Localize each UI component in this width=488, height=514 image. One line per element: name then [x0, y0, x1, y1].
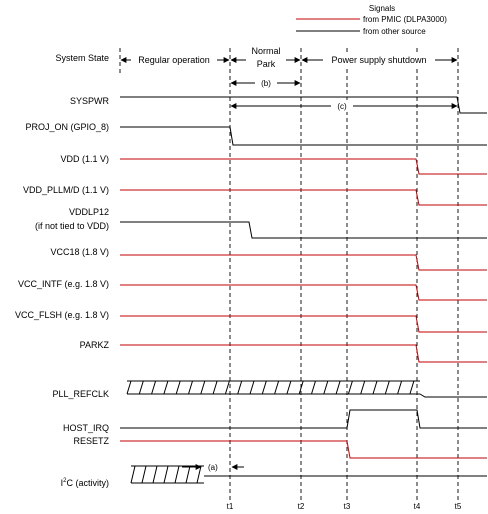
syspwr-label: SYSPWR: [70, 96, 110, 106]
interval-b: (b): [230, 77, 301, 89]
interval-b-label: (b): [261, 79, 271, 88]
vdd-signal: VDD (1.1 V): [60, 154, 487, 175]
t5-label: t5: [455, 502, 462, 511]
interval-c-label: (c): [337, 102, 347, 111]
vdd-label: VDD (1.1 V): [60, 154, 109, 164]
vcc18-label: VCC18 (1.8 V): [50, 247, 109, 257]
resetz-label: RESETZ: [73, 436, 109, 446]
proj-on-label: PROJ_ON (GPIO_8): [25, 122, 109, 132]
normal-label: Normal: [251, 46, 280, 56]
parkz-label: PARKZ: [80, 340, 110, 350]
vddlp12-signal: VDDLP12 (if not tied to VDD): [35, 207, 487, 239]
legend-other-label: from other source: [363, 27, 426, 36]
vcc-flsh-signal: VCC_FLSH (e.g. 1.8 V): [15, 310, 487, 333]
host-irq-signal: HOST_IRQ: [63, 409, 487, 433]
legend-title: Signals: [369, 4, 395, 13]
vcc-intf-label: VCC_INTF (e.g. 1.8 V): [18, 279, 109, 289]
vcc-flsh-label: VCC_FLSH (e.g. 1.8 V): [15, 310, 109, 320]
legend: Signals from PMIC (DLPA3000) from other …: [296, 4, 447, 36]
pll-refclk-label: PLL_REFCLK: [52, 389, 109, 399]
pll-refclk-signal: PLL_REFCLK: [52, 380, 487, 399]
resetz-signal: RESETZ: [73, 436, 487, 459]
t2-label: t2: [298, 502, 305, 511]
normal-park-region: [230, 48, 301, 500]
host-irq-label: HOST_IRQ: [63, 423, 109, 433]
interval-a-label: (a): [208, 463, 218, 472]
vddlp12-label: VDDLP12: [69, 207, 109, 217]
i2c-activity-wave: [130, 465, 204, 484]
regular-operation-label: Regular operation: [138, 55, 210, 65]
i2c-signal: I2C (activity) (a): [61, 463, 487, 488]
time-marker-lines: [119, 48, 459, 500]
vddlp12-note: (if not tied to VDD): [35, 221, 109, 231]
parkz-signal: PARKZ: [80, 340, 487, 363]
vdd-pllm-signal: VDD_PLLM/D (1.1 V): [23, 185, 487, 206]
t4-label: t4: [414, 502, 421, 511]
proj-on-signal: PROJ_ON (GPIO_8): [25, 122, 487, 146]
system-state-label: System State: [55, 53, 109, 63]
t1-label: t1: [227, 502, 234, 511]
system-state-row: System State Regular operation Normal Pa…: [55, 44, 458, 70]
vcc-intf-signal: VCC_INTF (e.g. 1.8 V): [18, 279, 487, 301]
park-label: Park: [257, 59, 276, 69]
legend-pmic-label: from PMIC (DLPA3000): [363, 15, 447, 24]
shutdown-label: Power supply shutdown: [331, 55, 426, 65]
time-marker-labels: t1 t2 t3 t4 t5: [227, 502, 462, 511]
syspwr-signal: SYSPWR (c): [70, 96, 487, 114]
vdd-pllm-label: VDD_PLLM/D (1.1 V): [23, 185, 109, 195]
pll-refclk-clock-wave: [126, 380, 420, 395]
i2c-label: I2C (activity): [61, 478, 109, 488]
t3-label: t3: [344, 502, 351, 511]
vcc18-signal: VCC18 (1.8 V): [50, 247, 487, 271]
